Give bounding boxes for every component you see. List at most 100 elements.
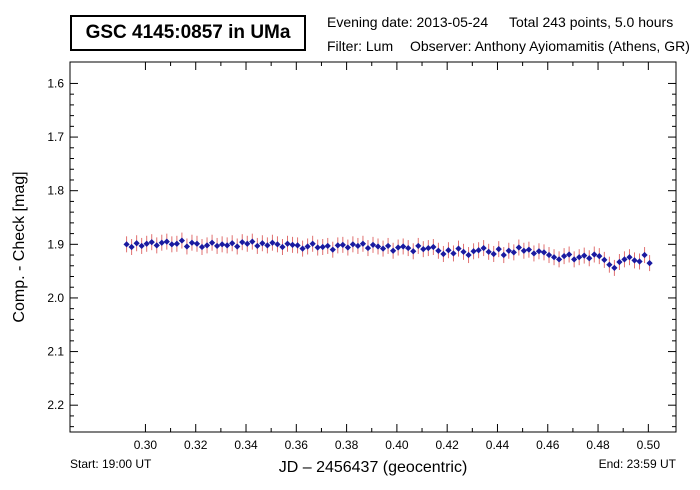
data-point (510, 249, 517, 256)
y-tick-label: 2.1 (47, 345, 64, 359)
data-point (264, 242, 271, 249)
data-point (490, 250, 497, 258)
data-point (540, 249, 548, 256)
data-point (415, 242, 422, 250)
data-point (515, 244, 522, 251)
data-point (219, 241, 226, 248)
data-point (128, 243, 135, 251)
data-point (193, 240, 201, 247)
data-point (525, 246, 533, 253)
data-point (213, 242, 221, 250)
data-point (158, 239, 165, 246)
data-point (289, 241, 296, 248)
y-tick-label: 1.9 (47, 237, 64, 251)
data-point (425, 244, 432, 252)
data-point (611, 264, 618, 272)
data-point (586, 255, 593, 262)
data-point (314, 244, 321, 251)
data-point (601, 256, 608, 263)
evening-date: Evening date: 2013-05-24 (327, 14, 489, 30)
data-point (203, 242, 211, 249)
data-point (254, 242, 261, 250)
y-tick-label: 2.2 (47, 398, 64, 412)
data-point (384, 242, 392, 250)
y-axis: 1.6 1.7 1.8 1.9 2.0 2.1 2.2 (47, 76, 676, 428)
data-point (445, 247, 452, 254)
data-point (636, 258, 643, 265)
data-point (505, 247, 512, 254)
data-point (294, 242, 301, 249)
data-point (520, 247, 527, 254)
data-point (309, 240, 316, 247)
data-point (183, 243, 191, 250)
data-point (324, 242, 331, 250)
data-point (646, 259, 653, 267)
filter-label: Filter: Lum (327, 38, 394, 54)
data-point (148, 239, 155, 246)
data-point (329, 246, 336, 253)
x-tick-label: 0.34 (234, 438, 258, 452)
data-point (339, 241, 346, 248)
data-point (319, 243, 326, 251)
data-point (234, 243, 241, 250)
data-point (591, 251, 598, 258)
data-point (500, 251, 507, 259)
data-point (259, 240, 266, 247)
data-point (616, 258, 623, 266)
data-point (334, 242, 341, 249)
data-point (581, 252, 588, 259)
data-point (188, 239, 196, 246)
start-time-label: Start: 19:00 UT (70, 457, 152, 471)
data-point (138, 242, 145, 250)
x-tick-label: 0.46 (536, 438, 560, 452)
data-point (269, 239, 276, 246)
data-point (400, 243, 407, 250)
data-point (606, 261, 613, 268)
data-point (239, 239, 246, 246)
data-point (405, 244, 412, 252)
data-point (440, 250, 447, 258)
data-point (435, 247, 442, 254)
data-point (430, 243, 437, 251)
data-point (173, 240, 180, 247)
chart-title: GSC 4145:0857 in UMa (70, 15, 306, 51)
data-point (153, 242, 160, 249)
plot-frame (69, 61, 677, 433)
data-point (560, 253, 568, 260)
data-point (163, 238, 170, 245)
data-point (455, 245, 462, 252)
x-tick-label: 0.36 (285, 438, 309, 452)
y-axis-label: Comp. - Check [mag] (11, 171, 28, 322)
data-point (143, 240, 150, 247)
x-axis-label: JD – 2456437 (geocentric) (279, 459, 468, 476)
y-tick-label: 1.8 (47, 184, 64, 198)
data-point (178, 237, 186, 244)
data-point (374, 243, 382, 250)
data-point (364, 244, 372, 252)
x-tick-label: 0.40 (385, 438, 409, 452)
data-point (460, 248, 467, 255)
x-tick-label: 0.48 (586, 438, 610, 452)
data-point (410, 248, 417, 255)
data-point (168, 241, 175, 248)
data-point (249, 238, 256, 245)
y-tick-label: 2.0 (47, 291, 64, 305)
data-point (369, 241, 377, 248)
data-point (279, 243, 286, 251)
data-point (420, 246, 427, 253)
data-point (274, 241, 281, 248)
data-point (545, 251, 553, 259)
x-tick-label: 0.50 (637, 438, 661, 452)
data-point (284, 240, 291, 247)
data-point (465, 251, 472, 259)
data-point (395, 244, 402, 251)
data-point (450, 250, 457, 257)
x-tick-label: 0.30 (134, 438, 158, 452)
total-points: Total 243 points, 5.0 hours (509, 14, 674, 30)
x-tick-label: 0.42 (435, 438, 459, 452)
data-point (123, 241, 130, 248)
data-point (133, 240, 140, 247)
data-point (390, 247, 397, 254)
data-point (198, 243, 206, 251)
